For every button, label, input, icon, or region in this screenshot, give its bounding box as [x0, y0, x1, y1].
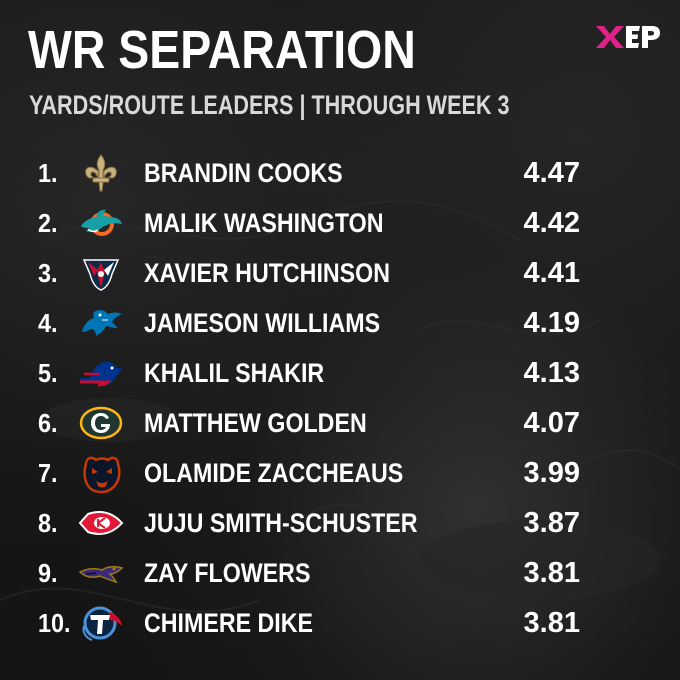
player-name: JAMESON WILLIAMS — [144, 308, 381, 338]
ravens-bird-icon — [78, 565, 124, 584]
rank-number: 1. — [38, 158, 58, 188]
list-item: 2. MALIK WASHINGTON 4.42 — [0, 198, 680, 248]
player-name: OLAMIDE ZACCHEAUS — [144, 458, 404, 488]
rank-number: 2. — [38, 208, 58, 238]
packers-g-icon — [79, 406, 123, 440]
player-name: MATTHEW GOLDEN — [144, 408, 367, 438]
player-name: ZAY FLOWERS — [144, 558, 311, 588]
yards-per-route-value: 4.47 — [523, 157, 580, 189]
rank-number: 10. — [38, 608, 71, 638]
titans-t-icon — [82, 606, 122, 641]
list-item: 1. BRANDIN COOKS 4.47 — [0, 148, 680, 198]
yards-per-route-value: 3.81 — [523, 557, 580, 589]
dolphins-logo-icon — [81, 209, 122, 236]
yards-per-route-value: 4.42 — [523, 207, 580, 239]
yards-per-route-value: 4.19 — [523, 307, 580, 339]
yards-per-route-value: 3.81 — [523, 607, 580, 639]
list-item: 10. CHIMERE DIKE 3.81 — [0, 598, 680, 648]
rank-number: 4. — [38, 308, 58, 338]
rank-number: 8. — [38, 508, 58, 538]
bills-buffalo-icon — [80, 361, 122, 387]
xep-logo-icon — [596, 26, 660, 48]
yards-per-route-value: 3.99 — [523, 457, 580, 489]
yards-per-route-value: 4.07 — [523, 407, 580, 439]
list-item: 5. KHALIL SHAKIR 4.13 — [0, 348, 680, 398]
rank-number: 6. — [38, 408, 58, 438]
list-item: 4. JAMESON WILLIAMS 4.19 — [0, 298, 680, 348]
list-item: 3. XAVIER HUTCHINSON 4.41 — [0, 248, 680, 298]
yards-per-route-value: 3.87 — [523, 507, 580, 539]
rank-number: 3. — [38, 258, 58, 288]
list-item: 6. MATTHEW GOLDEN 4.07 — [0, 398, 680, 448]
rank-number: 5. — [38, 358, 58, 388]
saints-fleur-de-lis-icon — [85, 154, 117, 192]
yards-per-route-value: 4.41 — [523, 257, 580, 289]
lions-logo-icon — [82, 310, 122, 336]
yards-per-route-value: 4.13 — [523, 357, 580, 389]
player-name: JUJU SMITH-SCHUSTER — [144, 508, 418, 538]
player-name: XAVIER HUTCHINSON — [144, 258, 390, 288]
rank-number: 9. — [38, 558, 58, 588]
page-title: WR SEPARATION — [28, 20, 416, 80]
player-name: BRANDIN COOKS — [144, 158, 343, 188]
bears-head-icon — [83, 456, 121, 494]
chiefs-arrowhead-icon — [78, 511, 124, 535]
page-subtitle: YARDS/ROUTE LEADERS | THROUGH WEEK 3 — [29, 90, 510, 120]
rank-number: 7. — [38, 458, 58, 488]
player-name: KHALIL SHAKIR — [144, 358, 325, 388]
list-item: 7. OLAMIDE ZACCHEAUS 3.99 — [0, 448, 680, 498]
player-name: CHIMERE DIKE — [144, 608, 314, 638]
list-item: 8. JUJU SMITH-SCHUSTER 3.87 — [0, 498, 680, 548]
list-item: 9. ZAY FLOWERS 3.81 — [0, 548, 680, 598]
player-name: MALIK WASHINGTON — [144, 208, 384, 238]
texans-bull-icon — [82, 259, 120, 291]
